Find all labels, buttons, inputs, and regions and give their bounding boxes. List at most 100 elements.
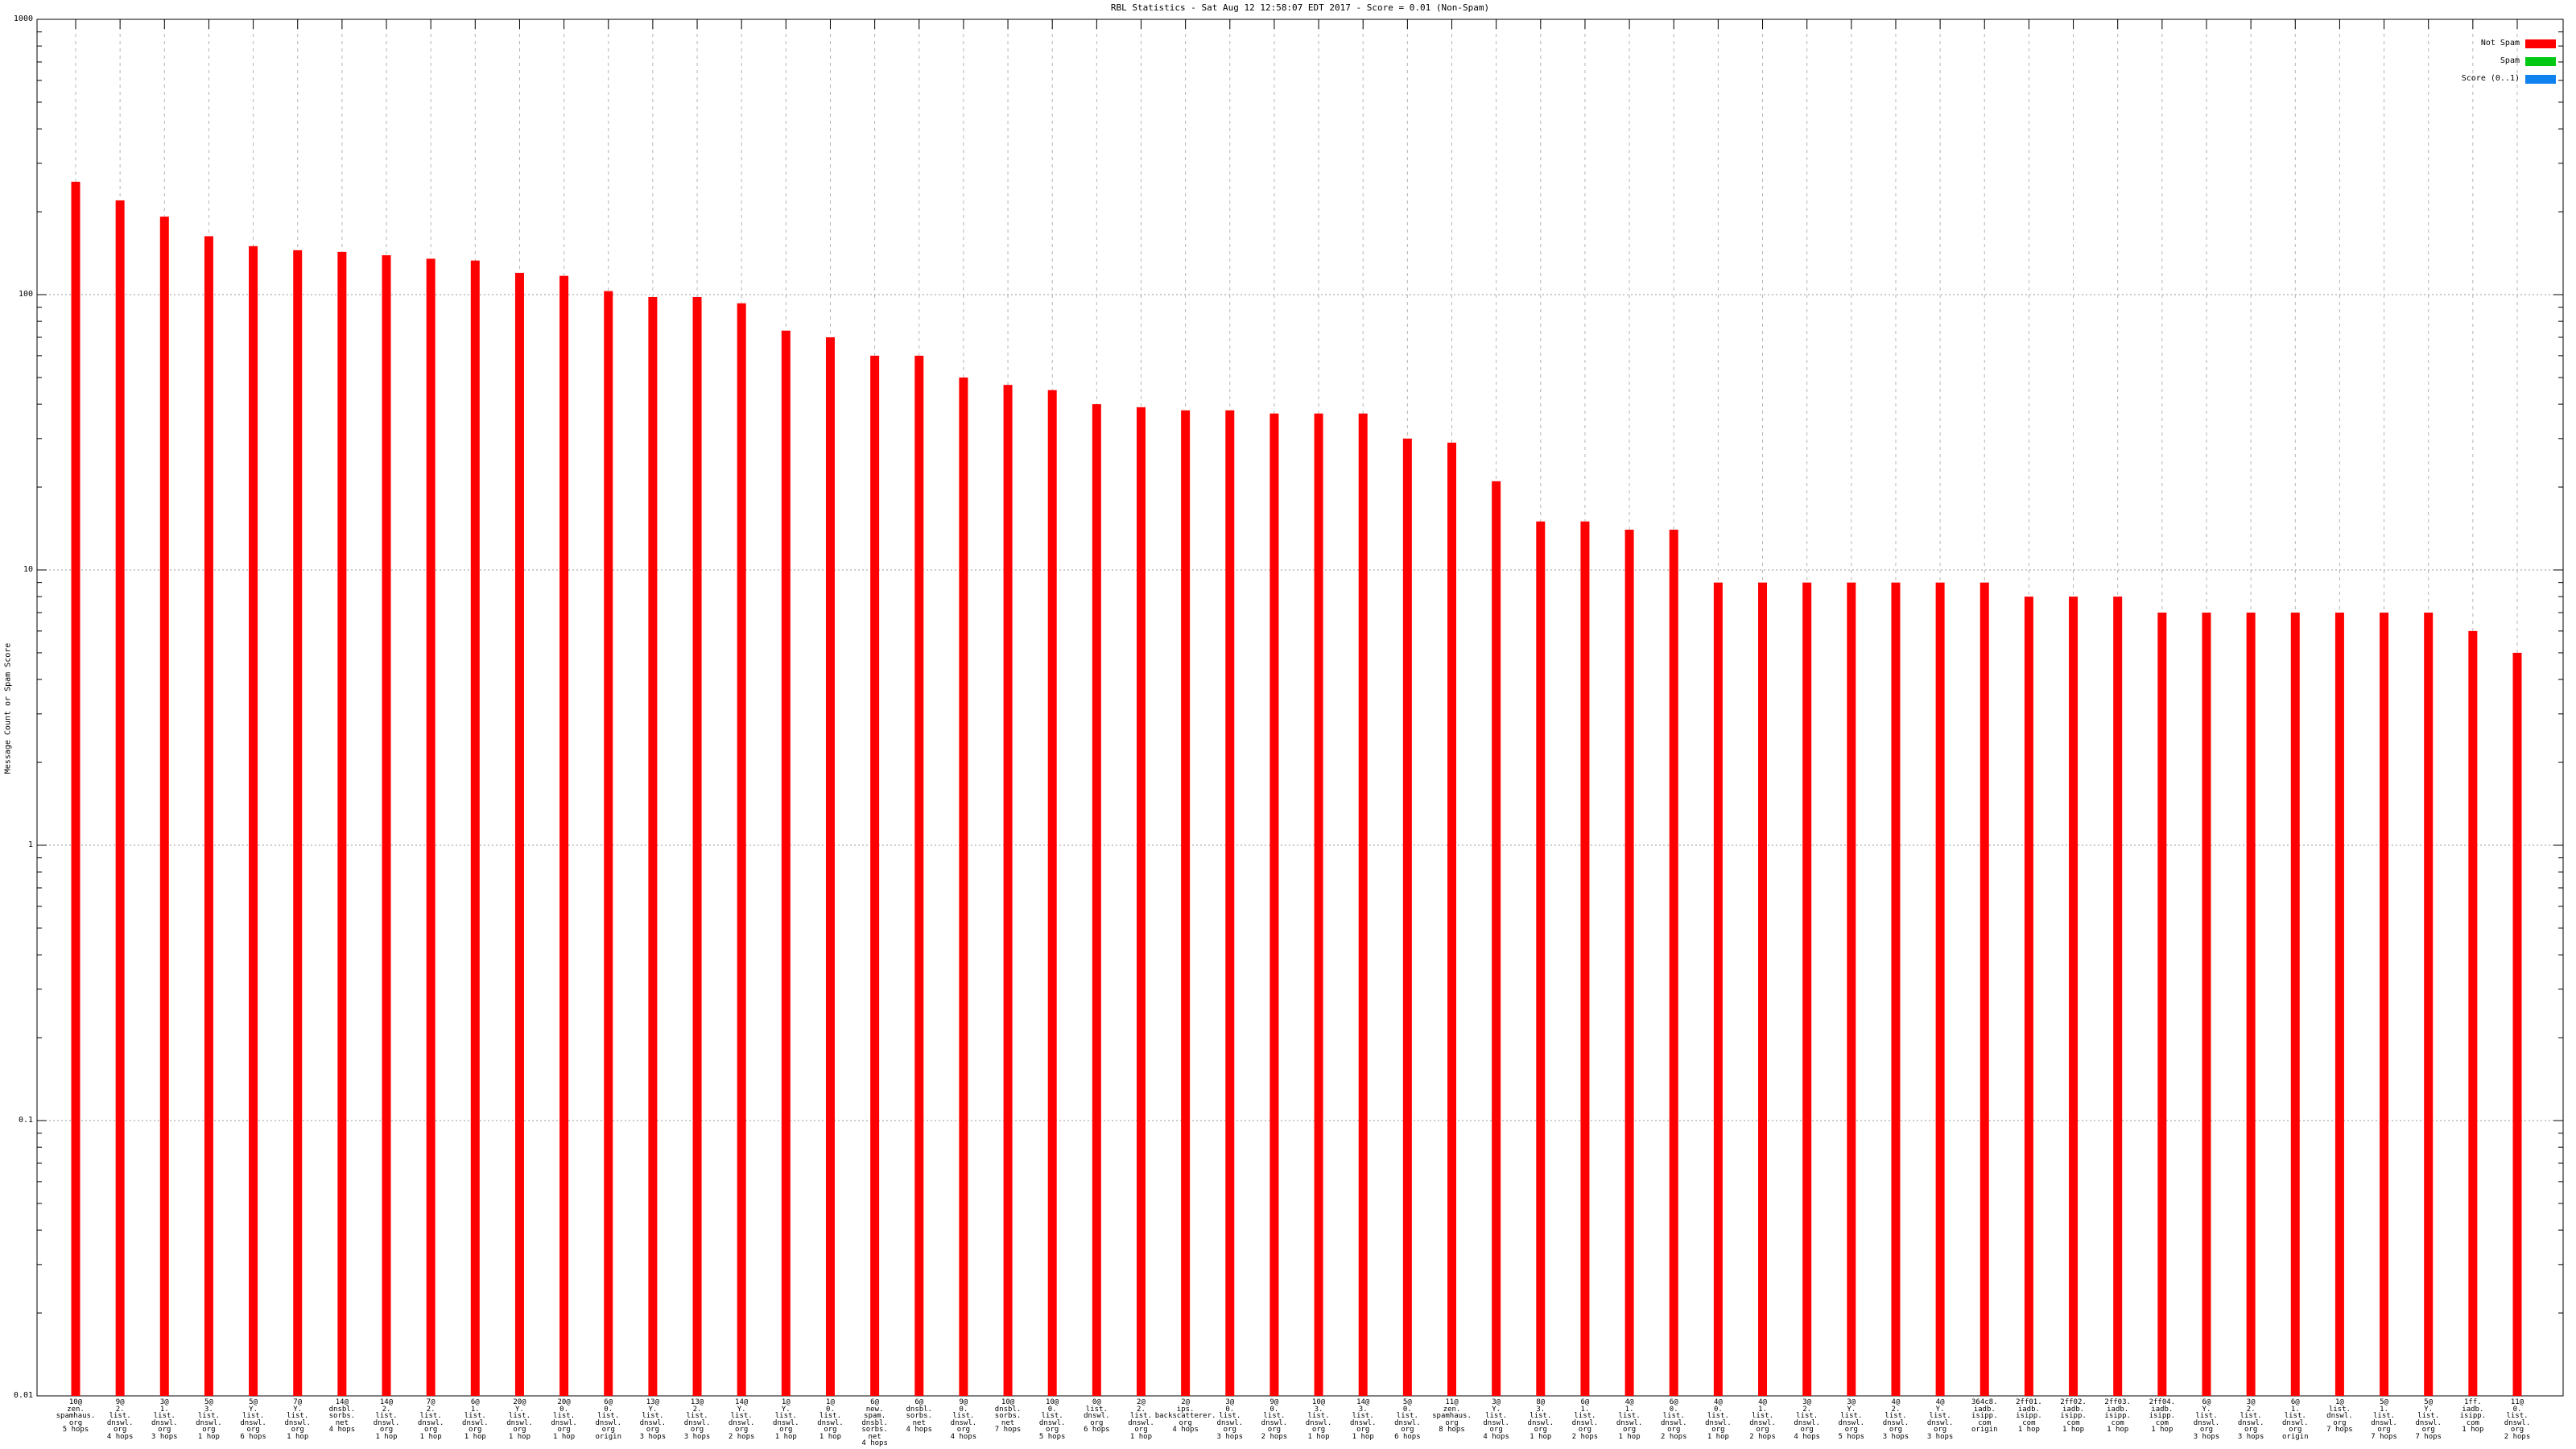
bar bbox=[382, 255, 391, 1397]
x-tick-label: 3@ 2. list. dnswl. org 4 hops bbox=[1794, 1398, 1820, 1441]
bar bbox=[115, 200, 125, 1396]
x-tick-label: 5@ Y. list. dnswl. org 7 hops bbox=[2415, 1398, 2442, 1441]
bar bbox=[470, 260, 480, 1397]
x-tick-label: 14@ dnsbl. sorbs. net 4 hops bbox=[328, 1398, 356, 1434]
x-tick-label: 10@ zen. spamhaus. org 5 hops bbox=[56, 1398, 96, 1434]
bar bbox=[2246, 612, 2256, 1396]
legend-label: Score (0..1) bbox=[2461, 74, 2520, 83]
bar bbox=[959, 377, 968, 1396]
x-tick-label: 3@ Y. list. dnswl. org 5 hops bbox=[1838, 1398, 1865, 1441]
bar bbox=[648, 297, 658, 1396]
bar bbox=[1802, 582, 1812, 1396]
bar bbox=[1003, 385, 1013, 1396]
legend-label: Not Spam bbox=[2480, 39, 2520, 47]
x-tick-label: 5@ 1. list. dnswl. org 7 hops bbox=[2371, 1398, 2397, 1441]
x-tick-label: 3@ Y. list. dnswl. org 4 hops bbox=[1483, 1398, 1509, 1441]
bar bbox=[2202, 612, 2211, 1396]
x-tick-label: 10@ 3. list. dnswl. org 1 hop bbox=[1305, 1398, 1332, 1441]
legend-row: Not Spam bbox=[2462, 35, 2556, 52]
bar bbox=[337, 251, 347, 1397]
bar bbox=[692, 297, 702, 1396]
x-tick-label: 14@ Y. list. dnswl. org 2 hops bbox=[728, 1398, 755, 1441]
bar bbox=[2334, 612, 2344, 1396]
bar bbox=[559, 275, 569, 1397]
y-tick-label: 0.1 bbox=[18, 1116, 33, 1125]
bar bbox=[2380, 612, 2389, 1396]
bar bbox=[2468, 630, 2478, 1396]
x-tick-label: 3@ 0. list. dnswl. org 3 hops bbox=[1216, 1398, 1244, 1441]
x-tick-label: 1ff. iadb. isipp. com 1 hop bbox=[2459, 1398, 2487, 1434]
bar bbox=[2424, 612, 2434, 1396]
bar bbox=[1847, 582, 1856, 1396]
x-tick-label: 9@ 0. list. dnswl. org 4 hops bbox=[950, 1398, 977, 1441]
bar bbox=[604, 291, 613, 1397]
y-tick-label: 10 bbox=[23, 565, 33, 574]
x-tick-label: 11@ 0. list. dnswl. org 2 hops bbox=[2504, 1398, 2531, 1441]
legend-row: Score (0..1) bbox=[2462, 70, 2556, 88]
x-tick-label: 4@ 1. list. dnswl. org 1 hop bbox=[1616, 1398, 1643, 1441]
x-tick-label: 5@ Y. list. dnswl. org 6 hops bbox=[240, 1398, 266, 1441]
bar bbox=[2512, 652, 2522, 1396]
bar bbox=[1492, 481, 1501, 1396]
x-tick-label: 5@ 3. list. dnswl. org 1 hop bbox=[196, 1398, 222, 1441]
x-tick-label: 6@ 1. list. dnswl. org 2 hops bbox=[1571, 1398, 1599, 1441]
bar bbox=[293, 250, 303, 1396]
legend-label: Spam bbox=[2500, 56, 2520, 65]
bar bbox=[1358, 413, 1368, 1396]
legend-swatch bbox=[2525, 74, 2556, 84]
x-tick-label: 0@ list. dnswl. org 6 hops bbox=[1084, 1398, 1110, 1434]
x-tick-label: 14@ 2. list. dnswl. org 1 hop bbox=[373, 1398, 400, 1441]
bar bbox=[2290, 612, 2300, 1396]
bar bbox=[1092, 404, 1101, 1397]
x-tick-label: 6@ Y. list. dnswl. org 3 hops bbox=[2193, 1398, 2220, 1441]
bar bbox=[71, 181, 80, 1397]
bar bbox=[1269, 413, 1279, 1396]
legend-swatch bbox=[2525, 39, 2556, 48]
bar bbox=[737, 303, 746, 1397]
x-tick-label: 3@ 1. list. dnswl. org 3 hops bbox=[151, 1398, 178, 1441]
x-tick-label: 6@ 0. list. dnswl. org 2 hops bbox=[1660, 1398, 1687, 1441]
bar bbox=[1447, 442, 1457, 1396]
x-tick-label: 6@ 0. list. dnswl. org origin bbox=[595, 1398, 621, 1441]
bar bbox=[159, 217, 169, 1397]
bar bbox=[825, 336, 835, 1397]
bar bbox=[1047, 390, 1057, 1396]
bar bbox=[1758, 582, 1768, 1396]
x-tick-label: 10@ 0. list. dnswl. org 5 hops bbox=[1038, 1398, 1066, 1441]
bar bbox=[2113, 597, 2123, 1396]
x-tick-label: 2@ 2. list. dnswl. org 1 hop bbox=[1128, 1398, 1154, 1441]
x-tick-label: 2ff03. iadb. isipp. com 1 hop bbox=[2104, 1398, 2131, 1434]
x-tick-label: 2@ ips. backscatterer. org 4 hops bbox=[1154, 1398, 1216, 1434]
x-tick-label: 20@ 0. list. dnswl. org 1 hop bbox=[551, 1398, 577, 1441]
bar bbox=[1402, 438, 1412, 1397]
bar bbox=[2024, 597, 2033, 1396]
x-tick-label: 5@ 0. list. dnswl. org 6 hops bbox=[1394, 1398, 1421, 1441]
bar bbox=[1713, 582, 1723, 1396]
legend-row: Spam bbox=[2462, 52, 2556, 70]
bar bbox=[870, 355, 880, 1396]
x-tick-label: 4@ 0. list. dnswl. org 1 hop bbox=[1705, 1398, 1732, 1441]
bar bbox=[1225, 410, 1235, 1397]
chart-title: RBL Statistics - Sat Aug 12 12:58:07 EDT… bbox=[1110, 2, 1490, 13]
x-tick-label: 6@ 1. list. dnswl. org origin bbox=[2282, 1398, 2309, 1441]
x-tick-label: 1@ list. dnswl. org 7 hops bbox=[2326, 1398, 2353, 1434]
x-tick-label: 2ff04. iadb. isipp. com 1 hop bbox=[2149, 1398, 2176, 1434]
bar bbox=[1624, 530, 1634, 1397]
bar bbox=[1181, 410, 1191, 1397]
x-tick-label: 10@ dnsbl. sorbs. net 7 hops bbox=[994, 1398, 1022, 1434]
bar bbox=[781, 330, 791, 1396]
bar bbox=[914, 355, 924, 1396]
bar bbox=[2157, 612, 2167, 1396]
x-tick-label: 13@ 2. list. dnswl. org 3 hops bbox=[683, 1398, 711, 1441]
bar bbox=[514, 272, 524, 1396]
bar bbox=[1979, 582, 1989, 1396]
bar bbox=[426, 258, 436, 1397]
x-tick-label: 4@ 2. list. dnswl. org 3 hops bbox=[1882, 1398, 1909, 1441]
y-tick-label: 1 bbox=[27, 840, 33, 849]
bar bbox=[1935, 582, 1945, 1396]
x-tick-label: 9@ 0. list. dnswl. org 2 hops bbox=[1261, 1398, 1288, 1441]
x-tick-label: 7@ Y. list. dnswl. org 1 hop bbox=[284, 1398, 311, 1441]
x-tick-label: 8@ 3. list. dnswl. org 1 hop bbox=[1527, 1398, 1554, 1441]
